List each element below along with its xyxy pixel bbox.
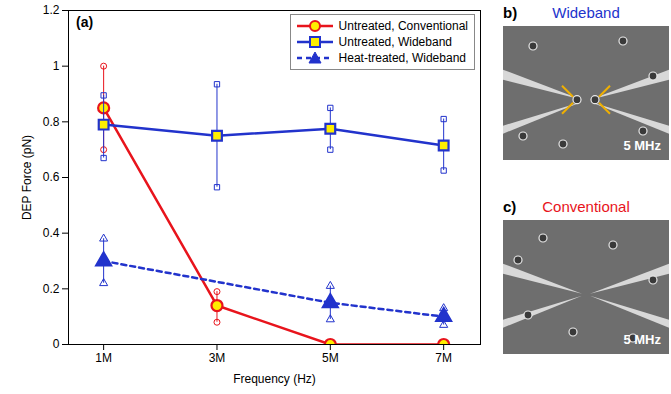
svg-text:0.2: 0.2 [43, 282, 60, 296]
svg-text:0.4: 0.4 [43, 226, 60, 240]
svg-text:7M: 7M [435, 351, 452, 365]
svg-text:1M: 1M [95, 351, 112, 365]
svg-text:0: 0 [53, 337, 60, 351]
svg-text:DEP Force (pN): DEP Force (pN) [20, 135, 34, 220]
svg-text:5M: 5M [322, 351, 339, 365]
svg-text:3M: 3M [209, 351, 226, 365]
svg-text:Frequency (Hz): Frequency (Hz) [233, 372, 316, 386]
svg-text:0.6: 0.6 [43, 170, 60, 184]
html-text:Untreated, Conventional: Untreated, Conventional [338, 19, 468, 33]
svg-text:1: 1 [53, 59, 60, 73]
svg-text:0.8: 0.8 [43, 115, 60, 129]
html-text:Conventional: Conventional [542, 198, 630, 215]
html-text:b): b) [503, 4, 518, 21]
html-text:Wideband: Wideband [552, 4, 620, 21]
html-text:Untreated, Wideband: Untreated, Wideband [338, 35, 452, 49]
svg-text:1.2: 1.2 [43, 3, 60, 17]
html-text:Heat-treated, Wideband: Heat-treated, Wideband [338, 51, 466, 65]
html-text:(a): (a) [76, 14, 94, 30]
html-text:5 MHz: 5 MHz [623, 332, 661, 347]
html-text:c): c) [503, 198, 517, 215]
html-text:5 MHz: 5 MHz [623, 138, 661, 153]
